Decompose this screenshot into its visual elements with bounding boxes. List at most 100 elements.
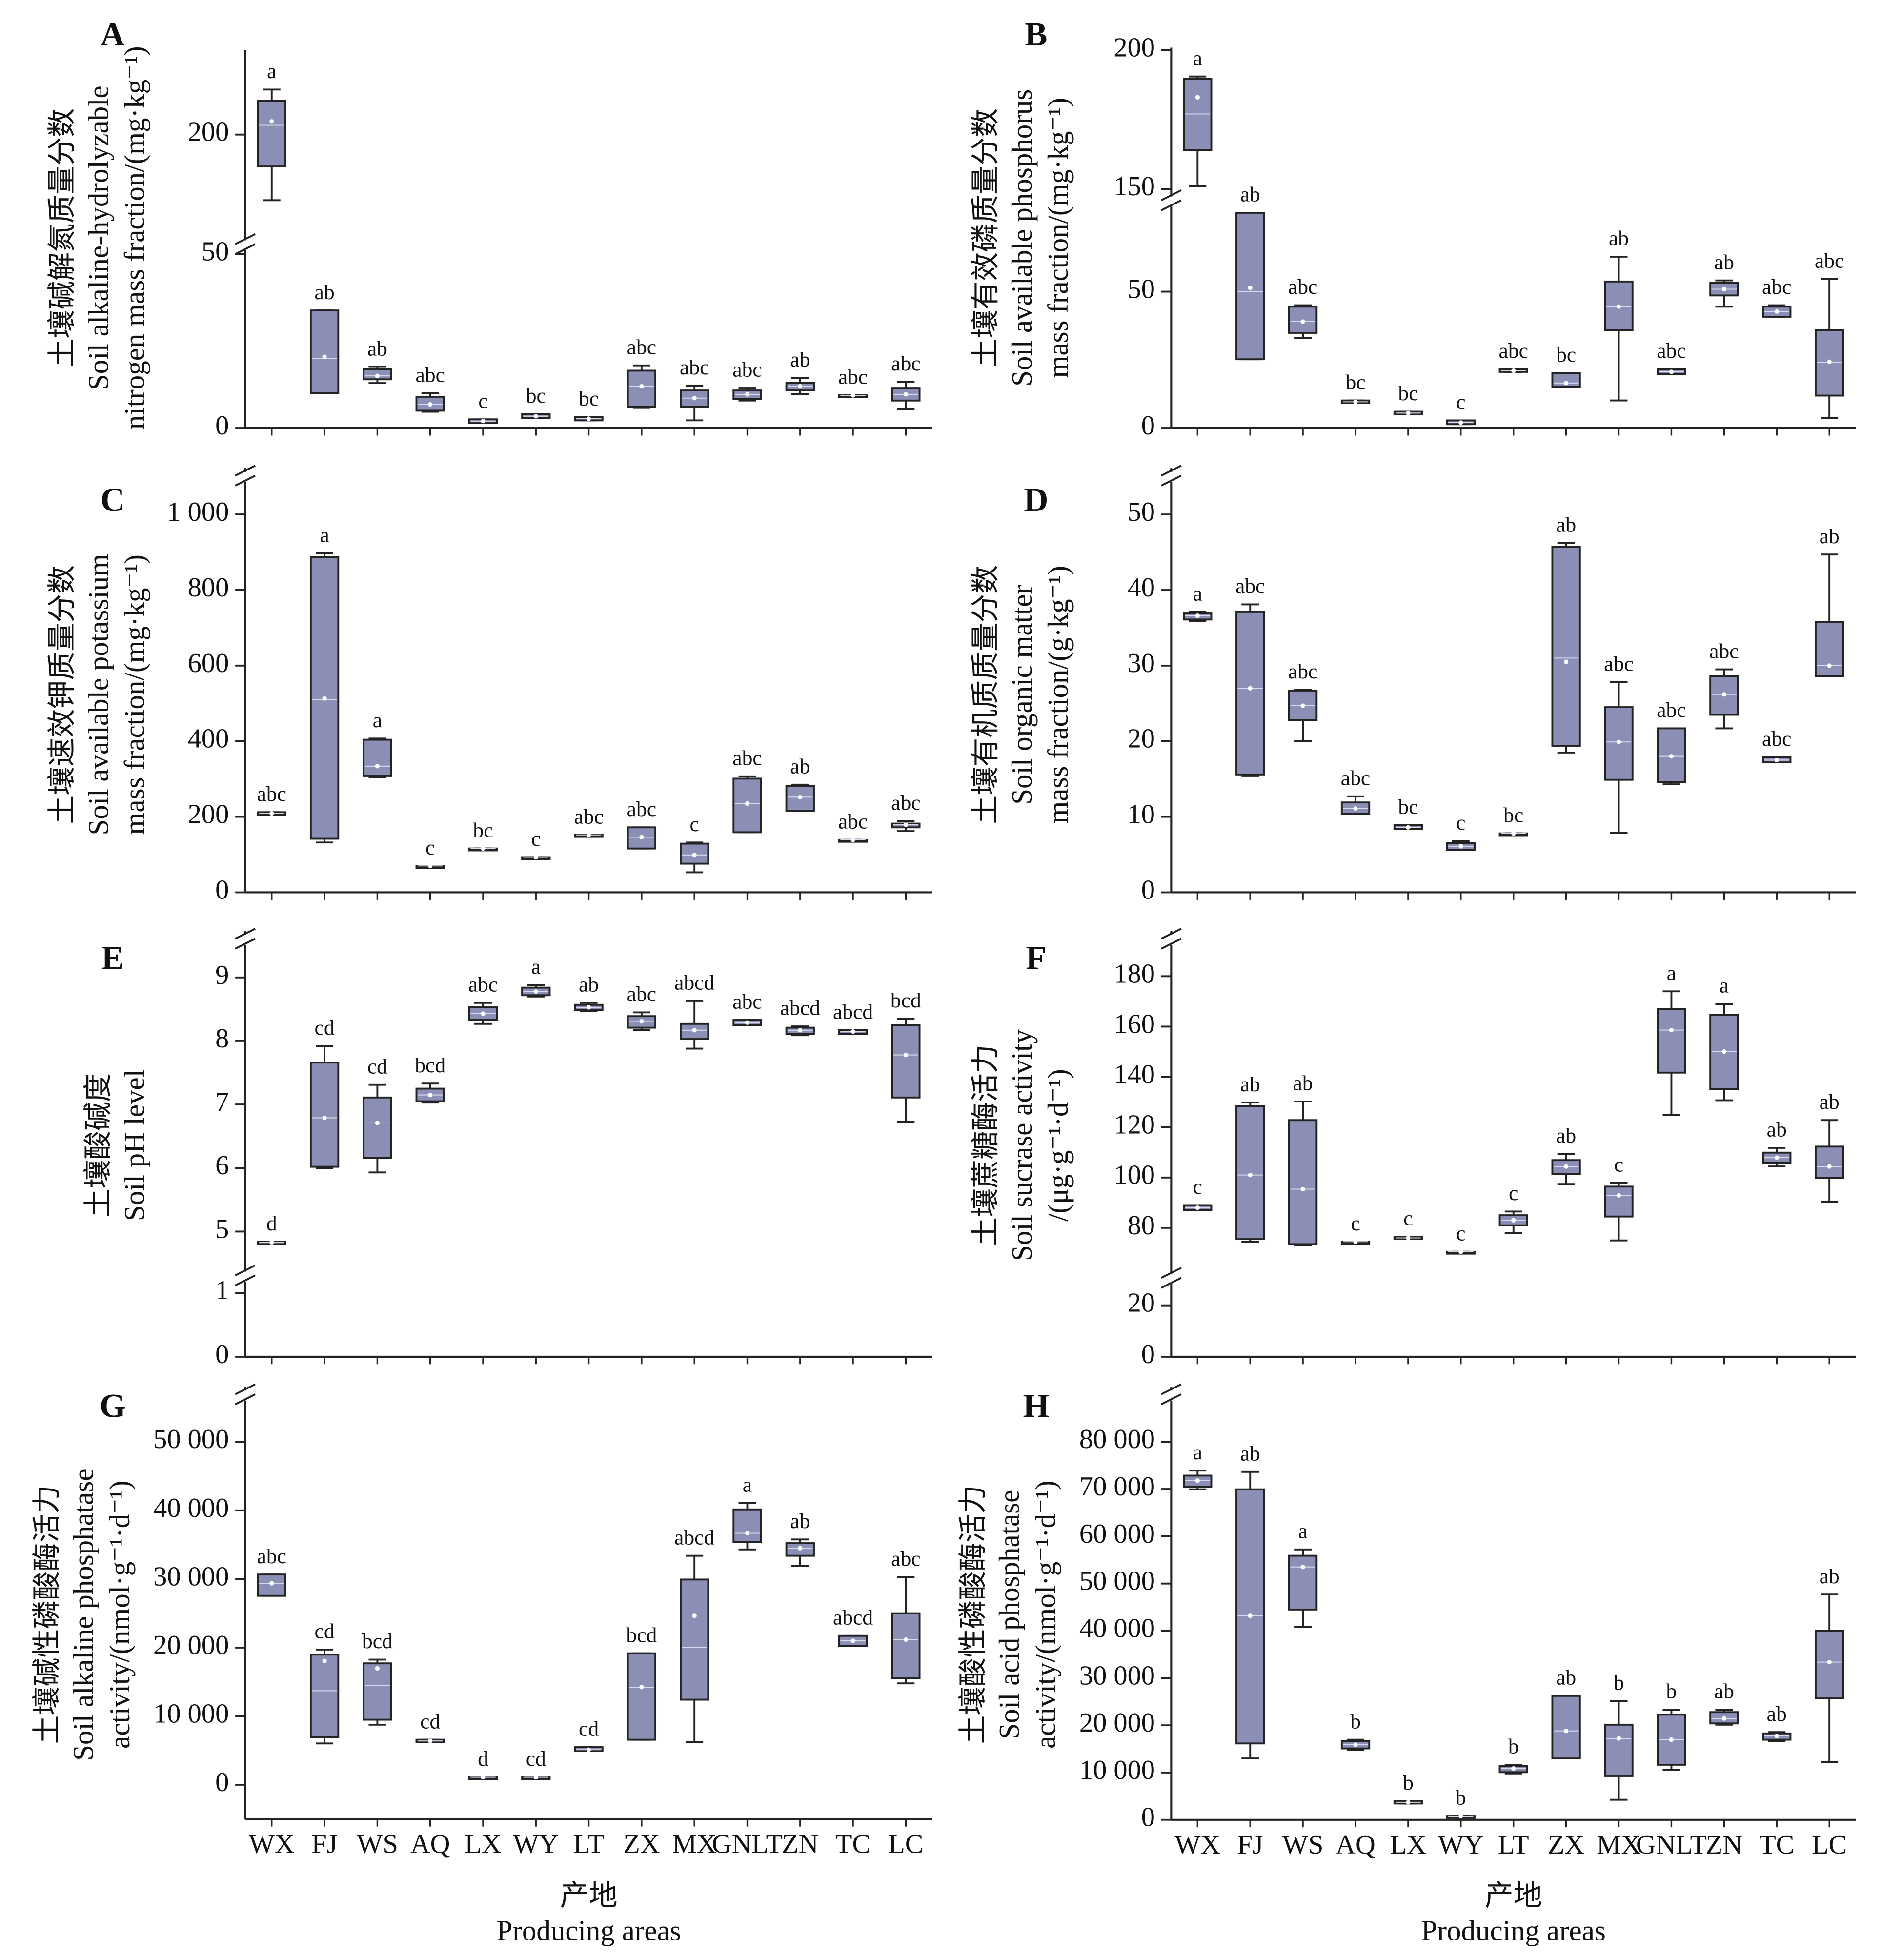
significance-letter: a xyxy=(1720,974,1729,998)
mean-dot xyxy=(1300,319,1305,324)
mean-dot xyxy=(481,1775,486,1780)
mean-dot xyxy=(692,1613,697,1618)
mean-dot xyxy=(1248,1172,1253,1178)
significance-letter: abcd xyxy=(833,1000,873,1023)
mean-dot xyxy=(745,1020,750,1025)
significance-letter: ab xyxy=(1556,513,1576,537)
y-tick-label: 6 xyxy=(215,1150,229,1181)
significance-letter: abc xyxy=(891,352,920,375)
axis-break-gap xyxy=(1161,196,1181,207)
y-tick-label: 200 xyxy=(188,117,229,147)
significance-letter: abc xyxy=(1657,339,1686,363)
significance-letter: abc xyxy=(680,356,709,379)
significance-letter: a xyxy=(1298,1519,1307,1543)
box xyxy=(363,1096,392,1159)
mean-dot xyxy=(1406,825,1411,830)
box xyxy=(309,1062,340,1168)
significance-letter: b xyxy=(1456,1786,1466,1810)
significance-letter: c xyxy=(1351,1212,1360,1235)
panel-label: E xyxy=(101,939,124,976)
significance-letter: ab xyxy=(1767,1702,1787,1726)
panel-label: A xyxy=(101,15,125,53)
box xyxy=(1551,1695,1581,1760)
mean-dot xyxy=(1564,659,1569,664)
axis-break xyxy=(235,1393,256,1406)
box xyxy=(1551,546,1581,747)
significance-letter: cd xyxy=(526,1747,546,1771)
mean-dot xyxy=(428,402,433,407)
mean-dot xyxy=(798,795,803,799)
significance-letter: abc xyxy=(257,1545,286,1568)
mean-dot xyxy=(269,1240,274,1245)
mean-dot xyxy=(1195,613,1200,618)
mean-dot xyxy=(481,1011,486,1016)
significance-letter: bc xyxy=(1345,370,1365,394)
panel-label: G xyxy=(100,1387,126,1425)
y-tick-label: 80 xyxy=(1128,1210,1155,1241)
mean-dot xyxy=(375,373,380,378)
box xyxy=(1288,1119,1318,1245)
x-tick-label: AQ xyxy=(410,1829,450,1859)
significance-letter: bc xyxy=(1556,343,1576,367)
mean-dot xyxy=(428,1092,433,1098)
y-tick-label: 80 000 xyxy=(1079,1424,1155,1454)
mean-dot xyxy=(1669,1737,1674,1742)
box xyxy=(363,1662,392,1721)
y-axis-label: 土壤蔗糖酶活力 xyxy=(969,1044,1001,1246)
mean-dot xyxy=(269,119,274,124)
x-tick-label: AQ xyxy=(1335,1830,1375,1860)
box xyxy=(1235,1105,1265,1241)
mean-dot xyxy=(850,1638,855,1643)
significance-letter: ab xyxy=(367,337,387,360)
mean-dot xyxy=(1511,1218,1516,1223)
mean-dot xyxy=(1616,304,1621,309)
box xyxy=(1815,1145,1844,1179)
axis-break xyxy=(1160,1277,1182,1289)
x-tick-label: ZX xyxy=(1548,1830,1584,1860)
x-tick-label: ZN xyxy=(1706,1830,1742,1860)
significance-letter: bcd xyxy=(890,989,921,1012)
x-tick-label: LC xyxy=(1812,1830,1847,1860)
mean-dot xyxy=(481,419,486,424)
box xyxy=(309,309,340,394)
y-axis-label: 土壤酸碱度 xyxy=(82,1073,114,1217)
mean-dot xyxy=(533,989,538,994)
mean-dot xyxy=(586,1747,591,1752)
x-tick-label: TC xyxy=(1759,1830,1794,1860)
axis-break xyxy=(1160,928,1182,940)
axis-break-gap xyxy=(1161,1390,1181,1401)
significance-letter: a xyxy=(743,1473,752,1497)
mean-dot xyxy=(903,1052,908,1058)
axis-break xyxy=(235,1383,256,1395)
y-axis-label: mass fraction/(mg·kg⁻¹) xyxy=(119,554,151,835)
significance-letter: ab xyxy=(1293,1072,1313,1095)
box xyxy=(627,369,657,408)
mean-dot xyxy=(1406,410,1411,415)
mean-dot xyxy=(639,384,644,389)
axis-break xyxy=(235,1274,256,1286)
y-tick-label: 50 000 xyxy=(153,1424,229,1454)
x-tick-label: WS xyxy=(1282,1830,1324,1860)
axis-break xyxy=(1160,1393,1182,1406)
significance-letter: abc xyxy=(468,973,498,997)
mean-dot xyxy=(1300,1565,1305,1570)
y-tick-label: 0 xyxy=(1141,1802,1155,1833)
box xyxy=(257,100,286,168)
y-tick-label: 70 000 xyxy=(1079,1471,1155,1502)
y-axis-label: 土壤速效钾质量分数 xyxy=(46,565,78,824)
significance-letter: abc xyxy=(1815,249,1844,272)
x-axis-label: Producing areas xyxy=(1421,1915,1606,1947)
mean-dot xyxy=(1616,1736,1621,1741)
y-axis-label: Soil sucrase activity xyxy=(1006,1029,1038,1261)
y-tick-label: 1 000 xyxy=(167,497,229,527)
axis-break xyxy=(235,474,256,487)
y-axis-label: 土壤有效磷质量分数 xyxy=(969,108,1001,368)
mean-dot xyxy=(322,354,327,359)
significance-letter: ab xyxy=(1767,1118,1787,1142)
mean-dot xyxy=(1195,1478,1200,1483)
mean-dot xyxy=(586,1005,591,1010)
axis-break-gap xyxy=(235,240,256,250)
significance-letter: abc xyxy=(627,797,656,821)
significance-letter: abc xyxy=(1288,660,1317,683)
